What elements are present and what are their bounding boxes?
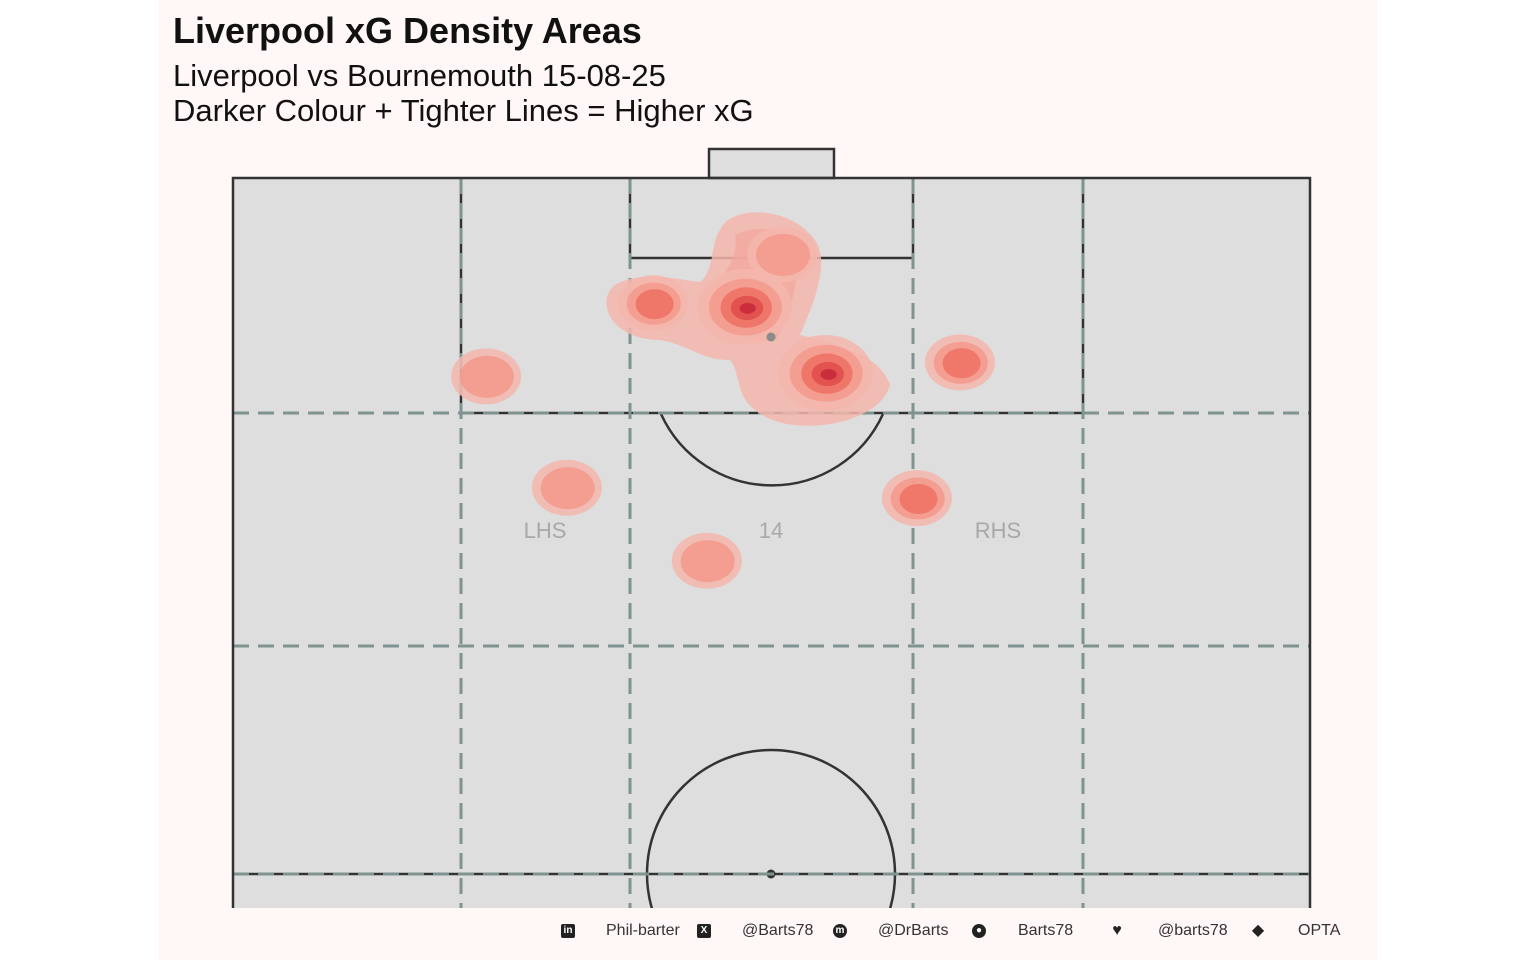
footer-github-handle: Barts78 xyxy=(1018,922,1074,939)
footer-bluesky-handle: @barts78 xyxy=(1158,922,1228,939)
github-icon: ● xyxy=(972,924,986,938)
bluesky-icon: ♥ xyxy=(1112,922,1122,939)
footer-data-source: OPTA xyxy=(1298,922,1341,939)
xg-cluster-7 xyxy=(881,470,952,527)
xg-density-layer xyxy=(451,212,995,589)
density-contour xyxy=(680,540,735,583)
density-contour xyxy=(739,302,756,314)
density-contour xyxy=(899,483,938,514)
density-contour xyxy=(820,369,837,380)
xg-cluster-6 xyxy=(531,459,602,516)
pitch-outline xyxy=(231,176,1312,908)
mastodon-icon: m xyxy=(833,924,847,938)
zone-label-14: 14 xyxy=(759,518,783,543)
density-contour xyxy=(459,355,514,398)
penalty-spot xyxy=(766,332,776,342)
x-icon: X xyxy=(697,924,711,938)
xg-cluster-9 xyxy=(747,226,818,283)
xg-cluster-2 xyxy=(778,335,873,411)
zone-label-lhs: LHS xyxy=(524,518,567,543)
zone-label-rhs: RHS xyxy=(975,518,1021,543)
footer-mastodon-handle: @DrBarts xyxy=(878,922,949,939)
chart-subtitle-legend: Darker Colour + Tighter Lines = Higher x… xyxy=(173,93,754,128)
xg-cluster-4 xyxy=(924,334,995,391)
footer-linkedin-handle: Phil-barter xyxy=(606,922,680,939)
goal xyxy=(707,147,836,180)
linkedin-icon: in xyxy=(561,924,575,938)
penalty-arc xyxy=(659,413,885,487)
density-contour xyxy=(756,233,811,276)
xg-cluster-8 xyxy=(671,532,742,589)
footer-x-handle: @Barts78 xyxy=(742,922,814,939)
xg-cluster-5 xyxy=(451,348,522,405)
density-contour xyxy=(942,348,981,379)
chart-title: Liverpool xG Density Areas xyxy=(173,10,642,51)
density-contour xyxy=(540,467,595,510)
density-contour xyxy=(635,289,674,320)
xg-cluster-1 xyxy=(697,268,792,345)
xg-cluster-3 xyxy=(618,275,689,332)
chart-subtitle-match: Liverpool vs Bournemouth 15-08-25 xyxy=(173,58,666,93)
dropbox-icon: ◆ xyxy=(1251,922,1265,939)
